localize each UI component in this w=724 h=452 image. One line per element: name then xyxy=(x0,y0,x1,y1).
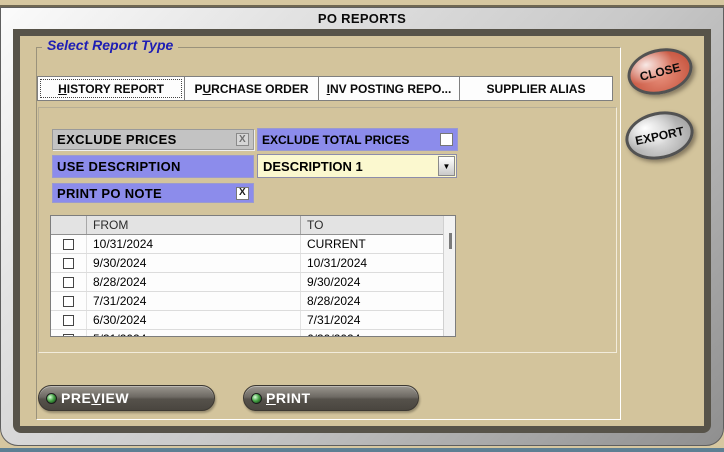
row-checkbox[interactable] xyxy=(63,257,74,269)
table-row[interactable]: 9/30/2024 10/31/2024 xyxy=(51,254,443,273)
table-row[interactable]: 7/31/2024 8/28/2024 xyxy=(51,292,443,311)
table-rows: 10/31/2024 CURRENT 9/30/2024 10/31/2024 … xyxy=(51,235,443,336)
exclude-prices-text: EXCLUDE PRICES xyxy=(57,132,177,147)
row-to-cell[interactable]: 10/31/2024 xyxy=(307,256,368,270)
tab-supplier-alias[interactable]: SUPPLIER ALIAS xyxy=(459,76,613,101)
header-to-column: TO xyxy=(307,218,324,232)
label-accelerator: P xyxy=(266,390,276,406)
label-accelerator: V xyxy=(91,390,102,406)
row-to-cell[interactable]: 9/30/2024 xyxy=(307,275,361,289)
row-checkbox-cell xyxy=(51,235,87,253)
use-description-label: USE DESCRIPTION xyxy=(52,155,254,178)
tab-label-part: P xyxy=(194,81,203,96)
label-part: IEW xyxy=(101,390,130,406)
exclude-prices-checkbox[interactable]: X xyxy=(236,133,249,146)
report-tabs: H ISTORY REPORT P U RCHASE ORDER I NV POSTIN… xyxy=(37,76,613,101)
row-checkbox[interactable] xyxy=(63,276,74,288)
exclude-total-prices-label: EXCLUDE TOTAL PRICES xyxy=(257,128,458,151)
groupbox-title: Select Report Type xyxy=(42,37,179,53)
row-checkbox-cell xyxy=(51,292,87,310)
titlebar[interactable]: PO REPORTS xyxy=(0,7,724,30)
preview-button[interactable]: PREVIEW xyxy=(38,385,215,411)
table-scrollbar[interactable] xyxy=(443,216,455,336)
print-po-note-label: PRINT PO NOTE X xyxy=(52,183,254,203)
print-po-note-text: PRINT PO NOTE xyxy=(57,185,163,201)
row-checkbox-cell xyxy=(51,311,87,329)
row-to-cell[interactable]: 8/28/2024 xyxy=(307,294,361,308)
row-from-cell[interactable]: 5/31/2024 xyxy=(87,330,301,336)
tab-label-accelerator: H xyxy=(58,81,67,96)
row-checkbox[interactable] xyxy=(63,314,74,326)
row-checkbox-cell xyxy=(51,273,87,291)
chevron-down-icon[interactable]: ▼ xyxy=(438,156,455,176)
history-report-panel xyxy=(38,107,617,353)
row-checkbox[interactable] xyxy=(63,333,74,336)
row-checkbox-cell xyxy=(51,254,87,272)
tab-label-accelerator: U xyxy=(202,81,212,96)
row-checkbox[interactable] xyxy=(63,238,74,250)
row-from-cell[interactable]: 6/30/2024 xyxy=(87,311,301,329)
exclude-total-prices-checkbox[interactable] xyxy=(440,133,453,146)
tab-label-part: ISTORY REPORT xyxy=(66,81,164,96)
row-checkbox[interactable] xyxy=(63,295,74,307)
table-header-row: FROM TO xyxy=(51,216,443,235)
exclude-total-prices-text: EXCLUDE TOTAL PRICES xyxy=(262,132,410,147)
tab-label-part: RCHASE ORDER xyxy=(211,81,309,96)
date-range-table-body: FROM TO 10/31/2024 CURRENT 9/30/2024 10/… xyxy=(51,216,443,336)
table-row[interactable]: 5/31/2024 6/30/2024 xyxy=(51,330,443,336)
description-dropdown[interactable]: DESCRIPTION 1 ▼ xyxy=(257,154,457,178)
print-button[interactable]: PRINT xyxy=(243,385,419,411)
print-button-label: PRINT xyxy=(266,390,311,406)
row-from-cell[interactable]: 9/30/2024 xyxy=(87,254,301,272)
table-row[interactable]: 8/28/2024 9/30/2024 xyxy=(51,273,443,292)
row-to-cell[interactable]: CURRENT xyxy=(307,237,366,251)
use-description-text: USE DESCRIPTION xyxy=(57,159,181,174)
header-checkbox-column xyxy=(51,216,87,234)
desktop-bottom-edge xyxy=(0,448,724,452)
tab-inv-posting-report[interactable]: I NV POSTING REPO... xyxy=(318,76,460,101)
description-dropdown-value: DESCRIPTION 1 xyxy=(263,158,363,174)
exclude-prices-label: EXCLUDE PRICES X xyxy=(52,129,254,150)
table-row[interactable]: 6/30/2024 7/31/2024 xyxy=(51,311,443,330)
row-from-cell[interactable]: 8/28/2024 xyxy=(87,273,301,291)
row-to-cell[interactable]: 7/31/2024 xyxy=(307,313,361,327)
row-from-cell[interactable]: 7/31/2024 xyxy=(87,292,301,310)
row-checkbox-cell xyxy=(51,330,87,336)
print-po-note-checkbox[interactable]: X xyxy=(236,186,249,200)
table-row[interactable]: 10/31/2024 CURRENT xyxy=(51,235,443,254)
desktop-top-line xyxy=(0,5,724,7)
preview-button-label: PREVIEW xyxy=(61,390,129,406)
tab-label-part: NV POSTING REPO... xyxy=(329,81,452,96)
green-led-icon xyxy=(251,393,262,404)
row-to-cell[interactable]: 6/30/2024 xyxy=(301,330,443,336)
label-part: PRE xyxy=(61,390,92,406)
tab-label-accelerator: I xyxy=(326,81,330,96)
label-part: RINT xyxy=(275,390,311,406)
tab-purchase-order[interactable]: P U RCHASE ORDER xyxy=(184,76,319,101)
tab-history-report[interactable]: H ISTORY REPORT xyxy=(37,76,185,101)
date-range-table: FROM TO 10/31/2024 CURRENT 9/30/2024 10/… xyxy=(50,215,456,337)
row-from-cell[interactable]: 10/31/2024 xyxy=(87,235,301,253)
header-from-column: FROM xyxy=(87,216,301,234)
window-title: PO REPORTS xyxy=(317,11,407,26)
report-type-groupbox xyxy=(36,47,621,420)
table-scrollbar-thumb[interactable] xyxy=(449,233,452,249)
tab-label-part: SUPPLIER ALIAS xyxy=(486,81,586,96)
green-led-icon xyxy=(46,393,57,404)
